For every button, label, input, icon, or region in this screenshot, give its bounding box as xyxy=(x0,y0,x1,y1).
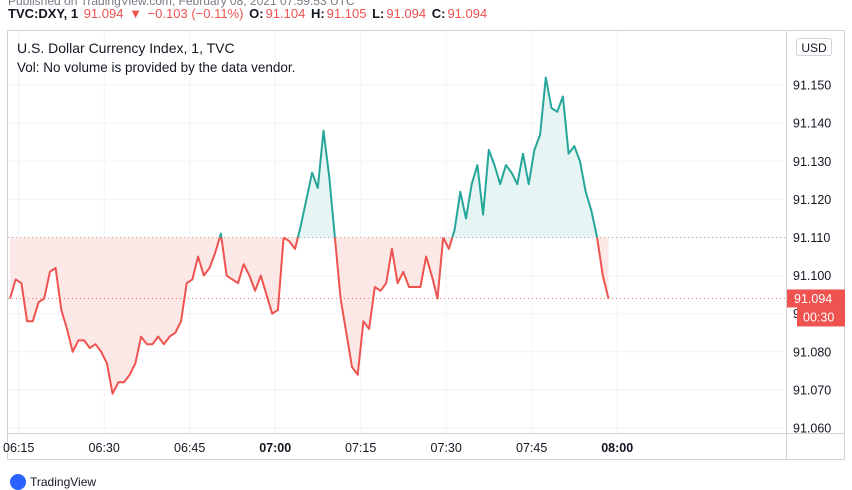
x-tick-label: 07:00 xyxy=(259,441,291,455)
series-line-below xyxy=(283,236,299,250)
volume-note: Vol: No volume is provided by the data v… xyxy=(17,60,296,75)
last-price-badge-label: 91.094 xyxy=(794,292,832,306)
x-tick-label: 06:45 xyxy=(174,441,205,455)
high-label: H: xyxy=(310,6,325,21)
symbol-legend: TVC:DXY, 1 91.094 ▼ −0.103 (−0.11%) O: 91… xyxy=(8,6,489,21)
area-fill-below xyxy=(334,237,444,375)
open-value: 91.104 xyxy=(265,6,306,21)
series-line-above xyxy=(218,232,223,238)
tradingview-logo-icon xyxy=(10,474,26,490)
currency-button[interactable]: USD xyxy=(796,38,832,56)
series-line-below xyxy=(9,237,221,395)
last-price: 91.094 xyxy=(83,6,124,21)
open-label: O: xyxy=(249,6,264,21)
series-line-above xyxy=(451,76,599,238)
y-tick-label: 91.080 xyxy=(793,345,831,359)
y-tick-label: 91.100 xyxy=(793,269,831,283)
y-tick-label: 91.140 xyxy=(793,117,831,131)
close-label: C: xyxy=(431,6,446,21)
x-tick-label: 06:30 xyxy=(89,441,120,455)
y-tick-label: 91.120 xyxy=(793,193,831,207)
area-fill-above xyxy=(297,130,335,238)
x-tick-label: 06:15 xyxy=(3,441,34,455)
area-fill-below xyxy=(10,237,220,394)
series-line-below xyxy=(220,237,285,315)
y-tick-label: 91.070 xyxy=(793,383,831,397)
series-line-below xyxy=(442,237,454,250)
down-arrow-icon: ▼ xyxy=(129,6,142,21)
pane-title: U.S. Dollar Currency Index, 1, TVC xyxy=(17,40,235,56)
low-value: 91.094 xyxy=(386,6,427,21)
series-line-above xyxy=(296,129,336,238)
symbol-name: TVC:DXY, 1 xyxy=(8,6,79,21)
y-tick-label: 91.110 xyxy=(793,231,830,245)
published-caption: Published on TradingView.com, February 0… xyxy=(8,0,355,8)
high-value: 91.105 xyxy=(326,6,367,21)
area-fill-below xyxy=(221,237,284,314)
x-tick-label: 07:15 xyxy=(345,441,376,455)
footer-branding: TradingView xyxy=(10,474,96,490)
area-fill-above xyxy=(452,77,598,238)
x-tick-label: 07:45 xyxy=(516,441,547,455)
footer-brand-text: TradingView xyxy=(30,475,97,489)
y-tick-label: 91.060 xyxy=(793,422,831,436)
x-tick-label: 07:30 xyxy=(431,441,462,455)
close-value: 91.094 xyxy=(447,6,488,21)
price-change: −0.103 (−0.11%) xyxy=(147,6,244,21)
series-line-below xyxy=(596,237,610,299)
last-price-badge xyxy=(787,289,845,308)
countdown-badge xyxy=(797,307,845,327)
y-tick-label: 91.150 xyxy=(793,79,831,93)
series-line-below xyxy=(333,237,445,376)
countdown-label: 00:30 xyxy=(803,310,834,324)
low-label: L: xyxy=(372,6,385,21)
chart-frame xyxy=(7,30,845,460)
x-tick-label: 08:00 xyxy=(601,441,633,455)
y-tick-label: 91.130 xyxy=(793,155,831,169)
